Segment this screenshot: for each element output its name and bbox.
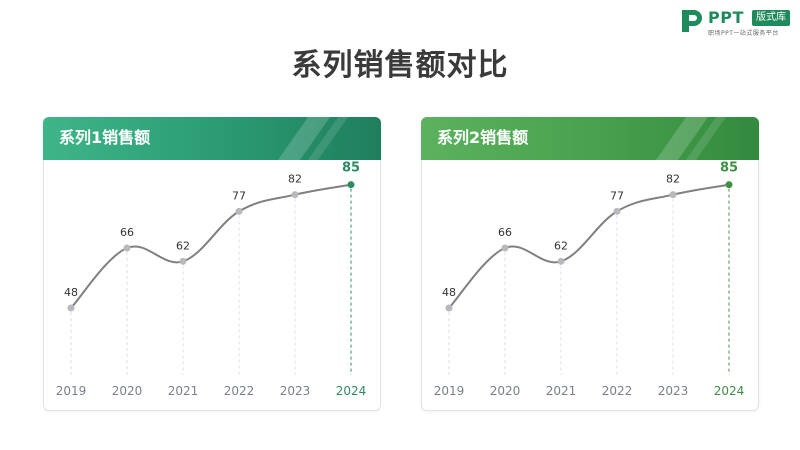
logo-badge: 版式库: [752, 10, 790, 26]
data-point: [67, 304, 75, 312]
data-label: 48: [442, 286, 456, 299]
x-tick-label: 2019: [56, 384, 87, 398]
line-chart-series-2: 48 2019 66 2020 62 2021 77 2022 82 2023 85 2024: [434, 161, 745, 398]
logo-mark-icon: [682, 10, 702, 32]
data-point: [557, 257, 565, 265]
chart-title: 系列2销售额: [437, 128, 529, 147]
series-line: [448, 183, 730, 309]
x-tick-label: 2020: [490, 384, 521, 398]
data-point: [445, 304, 453, 312]
ppt-logo: PPT 版式库 职场PPT一站式服务平台: [680, 8, 792, 37]
chart-card-header: 系列2销售额: [421, 117, 759, 160]
x-tick-label: 2024: [714, 384, 745, 398]
x-tick-label: 2021: [546, 384, 577, 398]
x-tick-label: 2023: [280, 384, 311, 398]
page-title: 系列销售额对比: [291, 48, 509, 83]
data-point: [179, 257, 187, 265]
x-tick-label: 2024: [336, 384, 367, 398]
data-point: [235, 207, 243, 215]
x-tick-label: 2022: [602, 384, 633, 398]
chart-card-series-2: 系列2销售额 48 2019 66 2020 62 2021 77 2022 82 2023 85 2…: [421, 117, 759, 411]
data-label: 48: [64, 286, 78, 299]
chart-card-series-1: 系列1销售额 48 2019 66 2020 62 2021 77 2022 82 2023 85 2…: [43, 117, 381, 411]
data-label: 77: [610, 189, 624, 202]
data-point: [347, 181, 355, 189]
data-label: 82: [288, 173, 302, 186]
data-label: 85: [720, 161, 738, 176]
x-tick-label: 2019: [434, 384, 465, 398]
x-tick-label: 2020: [112, 384, 143, 398]
data-point: [669, 191, 677, 199]
logo-brand: PPT: [708, 8, 744, 27]
data-point: [725, 181, 733, 189]
data-point: [501, 244, 509, 252]
data-label: 82: [666, 173, 680, 186]
data-label: 66: [120, 226, 134, 239]
x-tick-label: 2022: [224, 384, 255, 398]
chart-title: 系列1销售额: [59, 128, 151, 147]
x-tick-label: 2021: [168, 384, 199, 398]
chart-card-header: 系列1销售额: [43, 117, 381, 160]
series-line: [70, 183, 352, 309]
data-label: 62: [176, 239, 190, 252]
data-label: 77: [232, 189, 246, 202]
data-point: [123, 244, 131, 252]
data-label: 85: [342, 161, 360, 176]
x-tick-label: 2023: [658, 384, 689, 398]
data-label: 66: [498, 226, 512, 239]
logo-tagline: 职场PPT一站式服务平台: [708, 30, 779, 37]
line-chart-series-1: 48 2019 66 2020 62 2021 77 2022 82 2023 85 2024: [56, 161, 367, 398]
data-point: [291, 191, 299, 199]
data-label: 62: [554, 239, 568, 252]
data-point: [613, 207, 621, 215]
